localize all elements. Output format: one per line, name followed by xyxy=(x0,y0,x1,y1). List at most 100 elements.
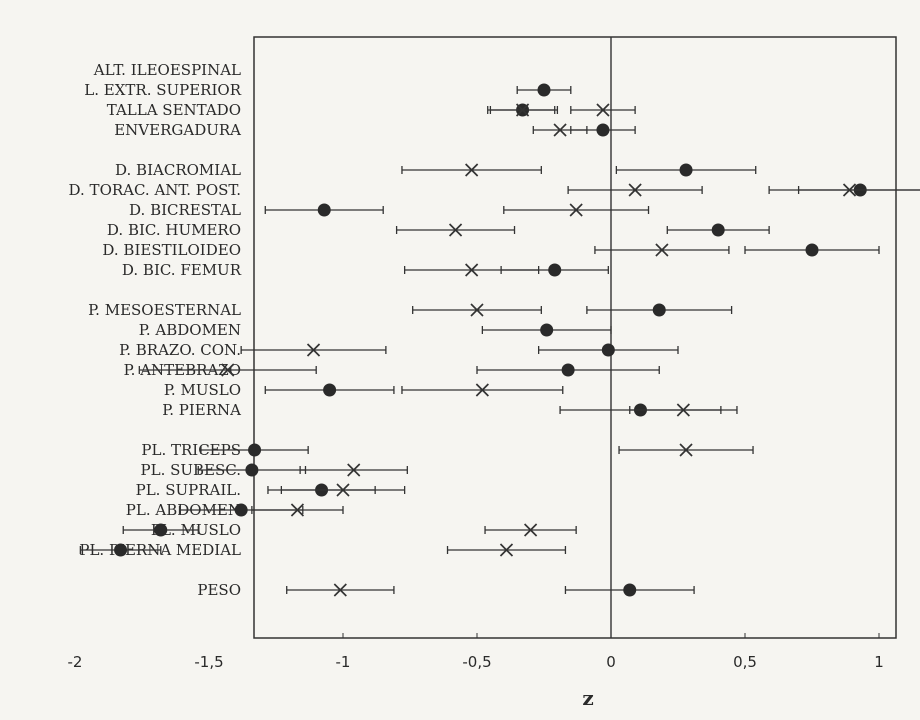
category-label: P. PIERNA xyxy=(162,401,241,419)
x-tick-label: -1 xyxy=(336,653,351,671)
cross-marker xyxy=(628,183,642,197)
dot-point-group xyxy=(586,303,733,317)
dot-marker xyxy=(537,83,551,97)
cross-marker xyxy=(347,463,361,477)
cross-point-group xyxy=(401,163,542,177)
dot-marker xyxy=(601,343,615,357)
cross-point-group xyxy=(532,123,588,137)
dot-marker xyxy=(154,523,168,537)
cross-point-group xyxy=(594,243,730,257)
cross-marker xyxy=(306,343,321,357)
cross-marker xyxy=(676,403,690,417)
x-tick-label: -1,5 xyxy=(194,653,223,671)
dot-marker xyxy=(623,583,637,597)
cross-marker xyxy=(553,123,567,137)
category-label: P. MUSLO xyxy=(164,381,241,399)
cross-marker xyxy=(499,543,514,557)
category-label: ALT. ILEOESPINAL xyxy=(93,61,241,79)
dot-point-group xyxy=(744,243,880,257)
category-label: D. BIESTILOIDEO xyxy=(102,241,241,259)
cross-point-group xyxy=(629,403,738,417)
x-tick-label: 1 xyxy=(874,653,884,671)
dot-point-group xyxy=(264,383,395,397)
category-label: P. MESOESTERNAL xyxy=(88,301,241,319)
cross-point-group xyxy=(401,383,564,397)
cross-point-group xyxy=(567,183,703,197)
dot-point-group xyxy=(122,523,199,537)
cross-point-group xyxy=(503,203,650,217)
dot-marker xyxy=(245,463,259,477)
dot-point-group xyxy=(264,203,384,217)
category-label: P. BRAZO. CON. xyxy=(119,341,241,359)
cross-marker xyxy=(336,483,350,497)
cross-marker xyxy=(465,263,479,277)
category-label: D. BICRESTAL xyxy=(129,201,241,219)
dot-point-group xyxy=(615,163,757,177)
category-label: TALLA SENTADO xyxy=(107,101,241,119)
cross-point-group xyxy=(446,543,567,557)
dot-marker xyxy=(317,203,331,217)
x-tick-label: 0,5 xyxy=(733,653,757,671)
cross-point-group xyxy=(489,103,556,117)
dot-marker xyxy=(652,303,666,317)
dot-marker xyxy=(561,363,575,377)
cross-marker xyxy=(569,203,583,217)
dot-point-group xyxy=(200,443,309,457)
cross-marker xyxy=(470,303,484,317)
category-label: D. BIACROMIAL xyxy=(115,161,241,179)
category-label: L. EXTR. SUPERIOR xyxy=(84,81,241,99)
cross-point-group xyxy=(570,103,636,117)
cross-point-group xyxy=(412,303,542,317)
x-axis-title: z xyxy=(582,686,593,710)
cross-marker xyxy=(655,243,669,257)
dot-point-group xyxy=(476,363,660,377)
cross-point-group xyxy=(286,583,395,597)
cross-marker xyxy=(679,443,693,457)
category-label: ENVERGADURA xyxy=(114,121,241,139)
cross-marker xyxy=(842,183,857,197)
dot-marker xyxy=(548,263,562,277)
dot-point-group xyxy=(666,223,770,237)
cross-point-group xyxy=(768,183,920,197)
cross-marker xyxy=(596,103,610,117)
cross-point-group xyxy=(403,263,540,277)
category-label: PL. TRICEPS xyxy=(141,441,241,459)
cross-marker xyxy=(333,583,347,597)
cross-marker xyxy=(221,363,235,377)
dot-marker xyxy=(540,323,554,337)
cross-marker xyxy=(290,503,305,517)
cross-point-group xyxy=(138,363,317,377)
dot-point-group xyxy=(481,323,612,337)
cross-point-group xyxy=(251,503,344,517)
dot-marker xyxy=(679,163,693,177)
dot-point-group xyxy=(516,83,572,97)
category-label: PESO xyxy=(197,581,241,599)
dot-marker xyxy=(596,123,610,137)
x-tick-label: -2 xyxy=(68,653,83,671)
category-label: P. ABDOMEN xyxy=(139,321,241,339)
dot-marker xyxy=(323,383,337,397)
cross-marker xyxy=(448,223,463,237)
dot-point-group xyxy=(537,343,679,357)
category-label: D. BIC. FEMUR xyxy=(122,261,242,279)
dot-marker xyxy=(248,443,262,457)
dot-point-group xyxy=(79,543,162,557)
cross-point-group xyxy=(280,483,406,497)
category-label: D. TORAC. ANT. POST. xyxy=(69,181,241,199)
dot-point-group xyxy=(197,463,307,477)
x-tick-label: -0,5 xyxy=(462,653,491,671)
dot-marker xyxy=(805,243,819,257)
cross-marker xyxy=(523,523,538,537)
cross-point-group xyxy=(299,463,408,477)
plot-frame xyxy=(253,36,897,639)
dot-marker xyxy=(234,503,248,517)
cross-point-group xyxy=(618,443,754,457)
cross-point-group xyxy=(484,523,577,537)
cross-point-group xyxy=(240,343,387,357)
category-label: PL. SUBESC. xyxy=(141,461,241,479)
dot-marker xyxy=(711,223,725,237)
category-label: PL. SUPRAIL. xyxy=(136,481,241,499)
cross-point-group xyxy=(395,223,516,237)
